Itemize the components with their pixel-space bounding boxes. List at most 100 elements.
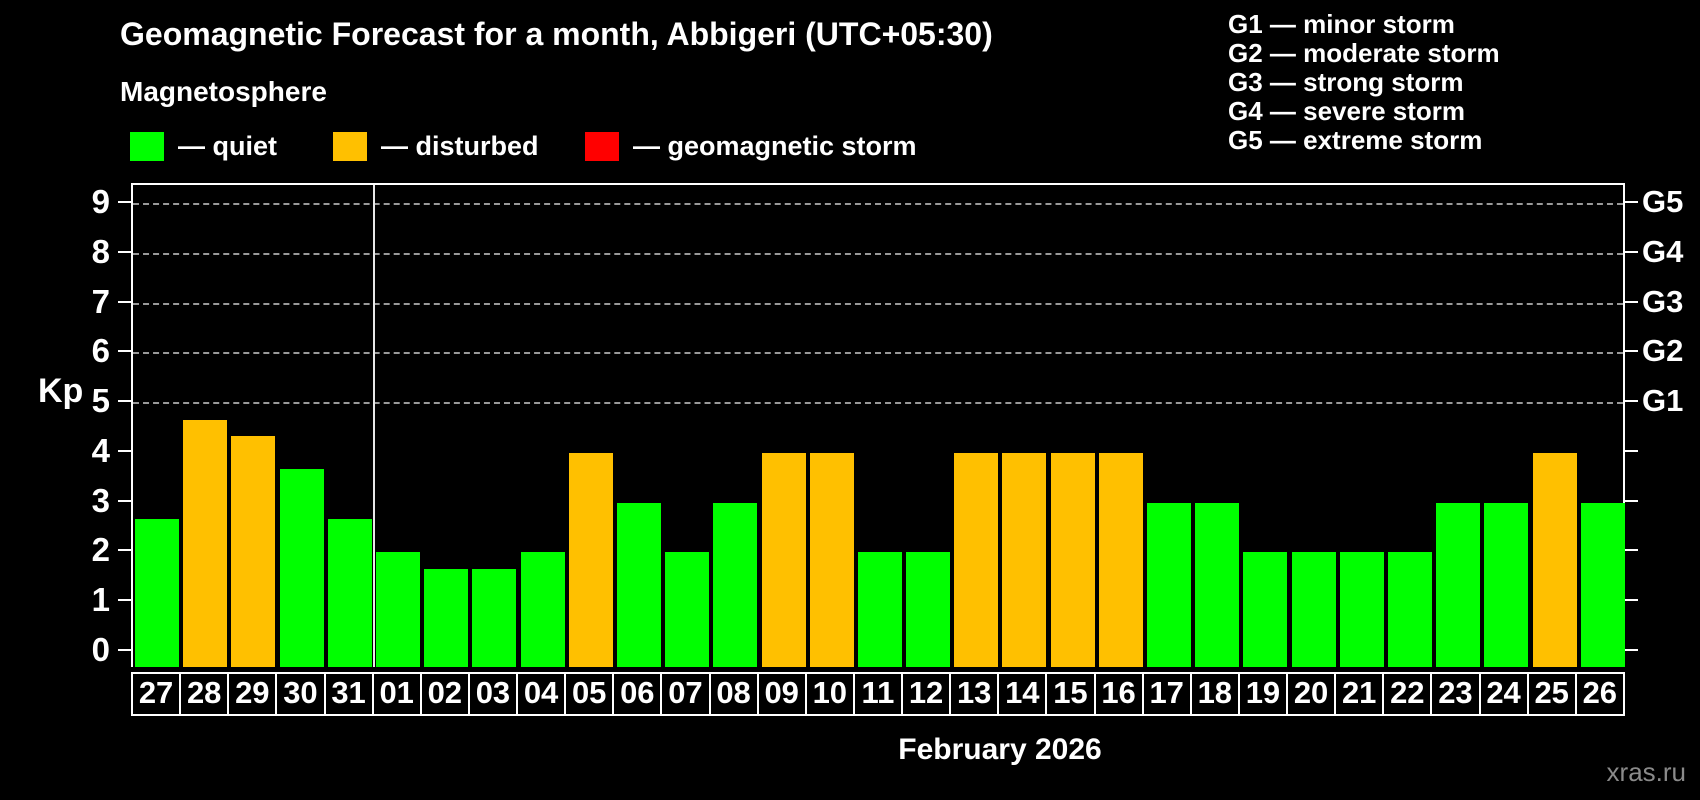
legend-item-disturbed: — disturbed: [333, 128, 539, 164]
plot-area: [131, 183, 1625, 667]
y-tick-label-7: 7: [91, 282, 110, 320]
gridline-kp5: [133, 402, 1623, 405]
day-label-01: 01: [371, 672, 422, 716]
left-tick-2: [118, 549, 131, 552]
kp-bar-day-15: [1051, 453, 1095, 667]
right-tick-9: [1625, 200, 1638, 203]
kp-bar-day-09: [762, 453, 806, 667]
kp-bar-day-03: [472, 569, 516, 667]
geomagnetic-storm-swatch: [585, 131, 619, 161]
day-label-29: 29: [227, 672, 278, 716]
left-tick-8: [118, 250, 131, 253]
right-tick-8: [1625, 250, 1638, 253]
disturbed-swatch: [333, 131, 367, 161]
kp-bar-day-13: [954, 453, 998, 667]
right-axis-label-g3: G3: [1642, 283, 1684, 319]
kp-bar-day-05: [569, 453, 613, 667]
g-legend-line-g5: G5 — extreme storm: [1228, 125, 1483, 155]
kp-bar-day-22: [1388, 552, 1432, 667]
gridline-kp6: [133, 352, 1623, 355]
right-axis-label-g5: G5: [1642, 183, 1684, 219]
left-tick-6: [118, 350, 131, 353]
right-axis-label-g1: G1: [1642, 383, 1684, 419]
right-tick-2: [1625, 549, 1638, 552]
kp-bar-day-25: [1533, 453, 1577, 667]
y-tick-label-4: 4: [91, 431, 110, 469]
kp-bar-day-12: [906, 552, 950, 667]
legend-label-quiet: — quiet: [178, 130, 277, 161]
day-label-07: 07: [660, 672, 711, 716]
kp-bar-day-16: [1099, 453, 1143, 667]
x-axis-title: February 2026: [898, 733, 1102, 766]
day-label-03: 03: [467, 672, 518, 716]
legend-label-disturbed: — disturbed: [381, 130, 539, 161]
kp-bar-day-26: [1581, 503, 1625, 667]
left-tick-0: [118, 649, 131, 651]
kp-bar-day-17: [1147, 503, 1191, 667]
gridline-kp9: [133, 202, 1623, 205]
kp-bar-day-11: [858, 552, 902, 667]
gridline-kp8: [133, 252, 1623, 255]
kp-bar-day-27: [135, 519, 179, 667]
right-tick-5: [1625, 400, 1638, 403]
day-label-21: 21: [1334, 672, 1385, 716]
y-axis-title: Kp: [38, 372, 84, 410]
kp-bar-day-01: [376, 552, 420, 667]
kp-bar-day-24: [1484, 503, 1528, 667]
kp-bar-day-31: [328, 519, 372, 667]
legend-item-quiet: — quiet: [130, 128, 277, 164]
day-label-02: 02: [419, 672, 470, 716]
right-axis-label-g2: G2: [1642, 333, 1684, 369]
x-axis-day-labels: 27 28 29 30 31 01 02 03 04 05 06 07 08 09 10 11 12 13 14 15…: [131, 672, 1625, 716]
chart-subtitle: Magnetosphere: [120, 76, 327, 107]
day-label-19: 19: [1237, 672, 1288, 716]
day-label-26: 26: [1574, 672, 1625, 716]
day-label-22: 22: [1382, 672, 1433, 716]
g-legend-line-g1: G1 — minor storm: [1228, 9, 1455, 39]
day-label-31: 31: [323, 672, 374, 716]
left-tick-3: [118, 499, 131, 502]
left-tick-9: [118, 200, 131, 203]
day-label-04: 04: [516, 672, 567, 716]
day-label-18: 18: [1189, 672, 1240, 716]
y-tick-label-1: 1: [91, 581, 110, 619]
kp-bar-day-23: [1436, 503, 1480, 667]
day-label-14: 14: [997, 672, 1048, 716]
day-label-10: 10: [804, 672, 855, 716]
legend-label-geomagnetic-storm: — geomagnetic storm: [633, 130, 917, 161]
y-tick-label-2: 2: [91, 531, 110, 569]
day-label-20: 20: [1286, 672, 1337, 716]
day-label-16: 16: [1093, 672, 1144, 716]
left-tick-4: [118, 449, 131, 452]
day-label-15: 15: [1045, 672, 1096, 716]
right-axis-label-g4: G4: [1642, 233, 1684, 269]
day-label-13: 13: [949, 672, 1000, 716]
kp-bar-day-20: [1292, 552, 1336, 667]
right-tick-0: [1625, 649, 1638, 651]
y-tick-label-3: 3: [91, 481, 110, 519]
g-legend-line-g2: G2 — moderate storm: [1228, 38, 1500, 68]
month-separator: [373, 185, 375, 667]
kp-bar-day-28: [183, 420, 227, 667]
kp-bar-day-18: [1195, 503, 1239, 667]
watermark: xras.ru: [1606, 757, 1686, 787]
kp-bar-day-04: [521, 552, 565, 667]
quiet-swatch: [130, 131, 164, 161]
kp-bar-day-08: [713, 503, 757, 667]
kp-bar-day-30: [280, 469, 324, 667]
gridline-kp7: [133, 302, 1623, 305]
day-label-17: 17: [1141, 672, 1192, 716]
kp-bar-day-19: [1243, 552, 1287, 667]
y-tick-label-9: 9: [91, 182, 110, 220]
kp-bar-day-29: [231, 436, 275, 667]
y-tick-label-5: 5: [91, 382, 110, 420]
g-legend-line-g3: G3 — strong storm: [1228, 67, 1464, 97]
day-label-08: 08: [708, 672, 759, 716]
day-label-09: 09: [756, 672, 807, 716]
left-tick-1: [118, 599, 131, 602]
kp-bar-day-10: [810, 453, 854, 667]
day-label-27: 27: [131, 672, 182, 716]
y-tick-label-6: 6: [91, 332, 110, 370]
chart-title: Geomagnetic Forecast for a month, Abbige…: [120, 16, 993, 52]
